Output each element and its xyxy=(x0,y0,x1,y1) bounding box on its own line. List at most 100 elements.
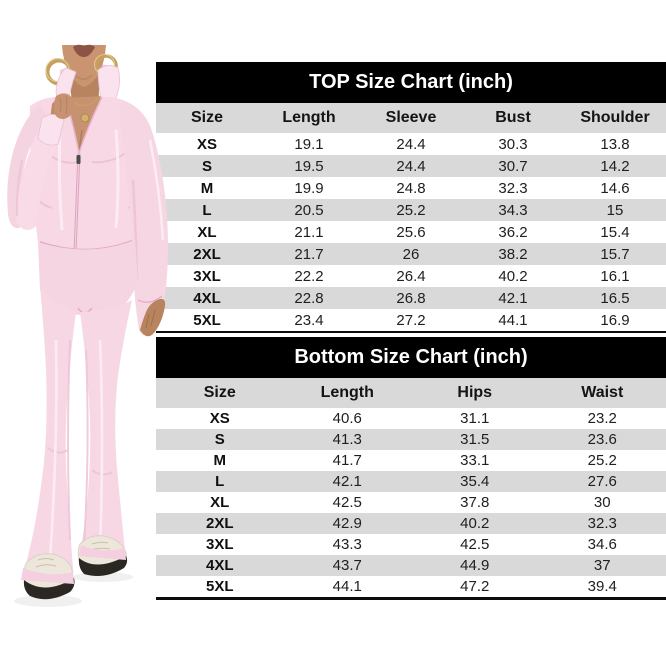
size-row: 3XL 43.3 42.5 34.6 xyxy=(156,534,666,555)
measurement-cell: 15.4 xyxy=(600,223,630,241)
measurement-cell: 14.6 xyxy=(600,179,630,197)
measurement-cell: 31.1 xyxy=(460,410,490,427)
measurement-cell: 43.3 xyxy=(332,536,362,553)
size-label-cell: XS xyxy=(209,410,230,427)
hem-left xyxy=(21,568,74,584)
measurement-cell: 44.9 xyxy=(460,557,490,574)
measurement-cell: 27.6 xyxy=(587,473,617,490)
top-size-table: Size Length Sleeve Bust Shoulder XS 19.1 24.4 3… xyxy=(156,103,666,333)
column-header: Bust xyxy=(462,103,564,133)
measurement-cell: 13.8 xyxy=(600,135,630,153)
measurement-cell: 26 xyxy=(402,245,420,263)
sole-left xyxy=(23,578,75,600)
size-label-cell: 2XL xyxy=(205,515,234,532)
measurement-cell: 26.4 xyxy=(396,267,426,285)
measurement-cell: 23.6 xyxy=(587,431,617,448)
knuckle-lines xyxy=(59,95,68,115)
column-header: Length xyxy=(283,378,411,408)
measurement-cell: 16.9 xyxy=(600,311,630,329)
measurement-cell: 31.5 xyxy=(460,431,490,448)
measurement-cell: 37.8 xyxy=(460,494,490,511)
column-header: Shoulder xyxy=(564,103,666,133)
measurement-cell: 32.3 xyxy=(587,515,617,532)
measurement-cell: 42.1 xyxy=(332,473,362,490)
measurement-cell: 19.5 xyxy=(294,157,324,175)
size-row: 2XL 21.7 26 38.2 15.7 xyxy=(156,243,666,265)
measurement-cell: 16.5 xyxy=(600,289,630,307)
zipper-pull xyxy=(76,155,81,164)
measurement-cell: 36.2 xyxy=(498,223,528,241)
size-row: 5XL 23.4 27.2 44.1 16.9 xyxy=(156,309,666,332)
size-label-cell: M xyxy=(213,452,227,469)
chin-shadow xyxy=(75,74,93,80)
measurement-cell: 41.3 xyxy=(332,431,362,448)
size-row: M 19.9 24.8 32.3 14.6 xyxy=(156,177,666,199)
laces-left xyxy=(35,558,57,568)
measurement-cell: 15.7 xyxy=(600,245,630,263)
column-header: Size xyxy=(156,103,258,133)
top-header-row: Size Length Sleeve Bust Shoulder xyxy=(156,103,666,133)
size-row: 4XL 43.7 44.9 37 xyxy=(156,555,666,576)
measurement-cell: 27.2 xyxy=(396,311,426,329)
measurement-cell: 43.7 xyxy=(332,557,362,574)
measurement-cell: 20.5 xyxy=(294,201,324,219)
size-label-cell: 4XL xyxy=(193,289,221,307)
measurement-cell: 30 xyxy=(593,494,611,511)
collar-right xyxy=(97,65,120,103)
finger-lines xyxy=(145,309,156,329)
bottom-chart-title: Bottom Size Chart (inch) xyxy=(156,337,666,378)
pant-leg-left xyxy=(21,286,76,584)
measurement-cell: 26.8 xyxy=(396,289,426,307)
necklace-pendant xyxy=(80,113,90,123)
measurement-cell: 47.2 xyxy=(460,578,490,595)
pant-leg-right xyxy=(79,300,132,560)
measurement-cell: 30.3 xyxy=(498,135,528,153)
column-header: Sleeve xyxy=(360,103,462,133)
measurement-cell: 42.1 xyxy=(498,289,528,307)
size-row: 4XL 22.8 26.8 42.1 16.5 xyxy=(156,287,666,309)
measurement-cell: 23.4 xyxy=(294,311,324,329)
cuff-left-thumbhole xyxy=(37,114,65,146)
column-header: Length xyxy=(258,103,360,133)
cuff-right xyxy=(137,295,163,303)
size-row: 5XL 44.1 47.2 39.4 xyxy=(156,576,666,599)
size-label-cell: M xyxy=(200,179,214,197)
size-row: XS 19.1 24.4 30.3 13.8 xyxy=(156,133,666,155)
measurement-cell: 21.1 xyxy=(294,223,324,241)
column-header: Waist xyxy=(538,378,666,408)
size-row: XL 21.1 25.6 36.2 15.4 xyxy=(156,221,666,243)
measurement-cell: 19.1 xyxy=(294,135,324,153)
measurement-cell: 16.1 xyxy=(600,267,630,285)
measurement-cell: 24.8 xyxy=(396,179,426,197)
zip-edge-right xyxy=(78,96,103,154)
sleeve-left-forearm xyxy=(16,122,64,231)
measurement-cell: 25.6 xyxy=(396,223,426,241)
bottom-size-table: Size Length Hips Waist XS 40.6 31.1 23.2 S 41.3 3… xyxy=(156,378,666,600)
measurement-cell: 19.9 xyxy=(294,179,324,197)
size-row: 2XL 42.9 40.2 32.3 xyxy=(156,513,666,534)
measurement-cell: 39.4 xyxy=(587,578,617,595)
zipper-teeth xyxy=(74,152,80,253)
sleeve-right xyxy=(119,100,168,336)
measurement-cell: 38.2 xyxy=(498,245,528,263)
size-row: S 19.5 24.4 30.7 14.2 xyxy=(156,155,666,177)
measurement-cell: 30.7 xyxy=(498,157,528,175)
size-label-cell: 3XL xyxy=(205,536,234,553)
size-row: L 20.5 25.2 34.3 15 xyxy=(156,199,666,221)
sleeve-right-highlight xyxy=(148,139,165,241)
size-label-cell: S xyxy=(201,157,212,175)
measurement-cell: 44.1 xyxy=(332,578,362,595)
size-label-cell: 5XL xyxy=(193,311,221,329)
measurement-cell: 40.2 xyxy=(498,267,528,285)
hem-right xyxy=(79,545,126,560)
size-label-cell: 3XL xyxy=(193,267,221,285)
bottom-header-row: Size Length Hips Waist xyxy=(156,378,666,408)
shoe-shadow xyxy=(14,595,82,607)
measurement-cell: 21.7 xyxy=(294,245,324,263)
column-header: Hips xyxy=(411,378,539,408)
size-row: XS 40.6 31.1 23.2 xyxy=(156,408,666,429)
measurement-cell: 24.4 xyxy=(396,135,426,153)
measurement-cell: 23.2 xyxy=(587,410,617,427)
measurement-cell: 22.8 xyxy=(294,289,324,307)
